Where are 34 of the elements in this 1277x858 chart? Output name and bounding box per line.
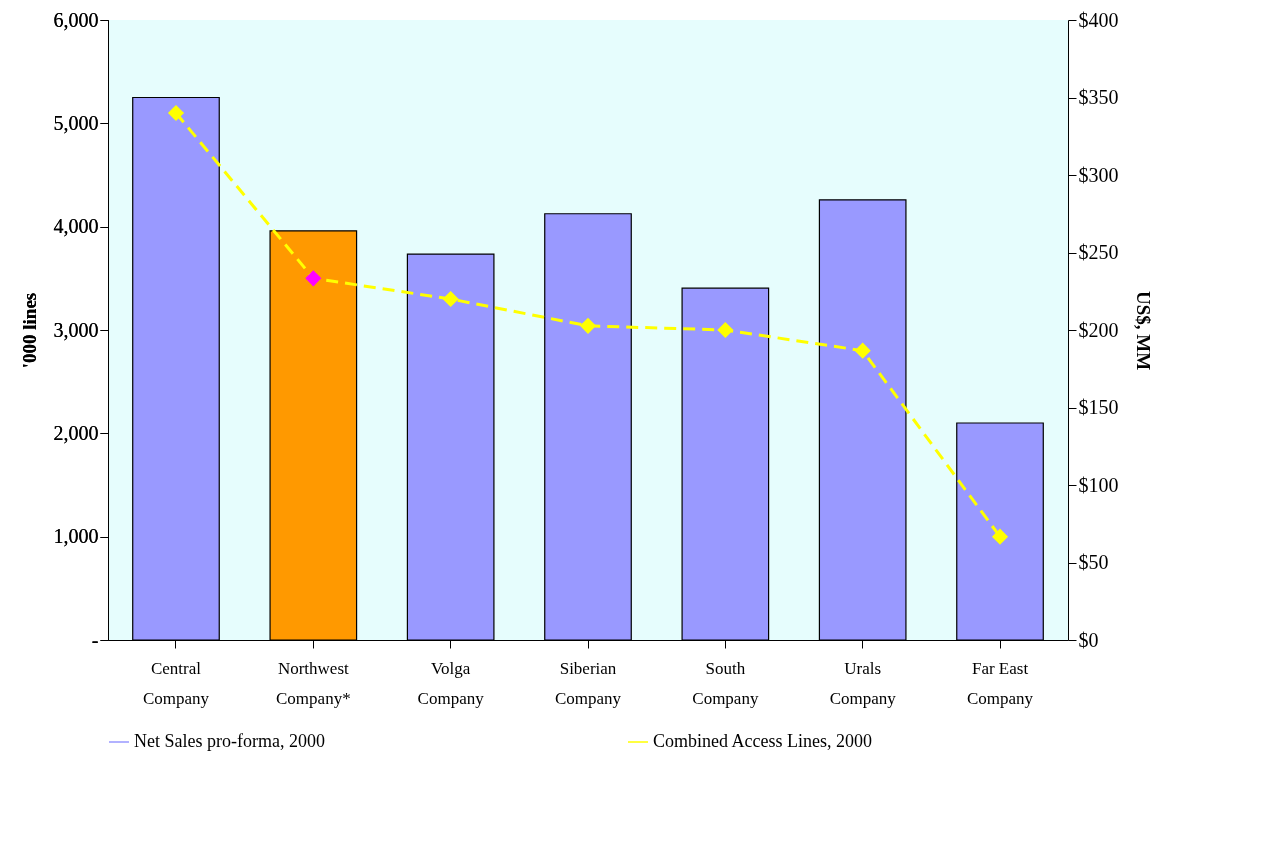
y2-tick-label: $0 xyxy=(1078,628,1099,651)
x-tick-label: Far East Company xyxy=(966,658,1034,708)
point xyxy=(991,528,1009,545)
x-tick-label: Central Company xyxy=(142,658,210,708)
y-tick-label: 4,000 xyxy=(53,215,99,238)
y2-tick-label: $300 xyxy=(1078,163,1119,186)
y2-tick-label: $250 xyxy=(1078,241,1119,263)
y-tick-label: 2,000 xyxy=(53,421,99,444)
y2-tick-label: $200 xyxy=(1078,318,1119,341)
y-tick-label: - xyxy=(91,628,99,651)
y-tick-label: 3,000 xyxy=(53,318,99,341)
y-tick-label: 5,000 xyxy=(53,111,99,134)
x-tick-label: South Company xyxy=(692,658,759,708)
y2-tick-label: $100 xyxy=(1078,473,1119,496)
legend-label: Net Sales pro-forma, 2000 xyxy=(134,731,325,751)
point xyxy=(167,104,185,122)
legend-label: Combined Access Lines, 2000 xyxy=(653,731,872,751)
y2-tick-label: $50 xyxy=(1078,551,1109,573)
y-tick-label: 1,000 xyxy=(53,525,99,548)
point xyxy=(305,270,322,287)
x-tick-label: Urals Company xyxy=(829,658,897,708)
point xyxy=(854,342,871,359)
y2-tick-label: $350 xyxy=(1078,86,1119,108)
y2-tick-label: $150 xyxy=(1078,396,1119,418)
point xyxy=(579,317,597,334)
x-tick-label: Volga Company xyxy=(417,658,485,708)
x-tick-label: Siberian Company xyxy=(554,658,622,708)
y2-axis-title: US$, MM xyxy=(1132,290,1154,371)
point xyxy=(717,321,734,339)
x-tick-label: Northwest Company* xyxy=(276,658,351,708)
y-axis-title: '000 lines xyxy=(18,292,40,369)
y2-tick-label: $400 xyxy=(1078,8,1119,31)
point xyxy=(442,290,459,308)
y-tick-label: 6,000 xyxy=(53,8,99,31)
